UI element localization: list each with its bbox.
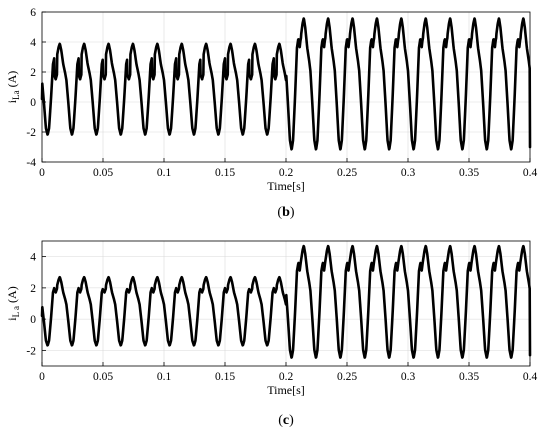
- x-tick-label: 0.2: [279, 371, 294, 383]
- caption-letter: c: [283, 413, 289, 428]
- x-tick-label: 0.25: [337, 371, 357, 383]
- x-tick-label: 0.4: [523, 371, 538, 383]
- x-tick-label: 0.3: [401, 167, 416, 179]
- y-tick-label: 0: [30, 314, 36, 326]
- y-tick-label: 2: [30, 283, 36, 295]
- current-trace: [40, 244, 532, 359]
- x-axis-label: Time[s]: [267, 179, 305, 193]
- y-axis-label-unit: (A): [5, 71, 19, 91]
- y-tick-label: -2: [26, 127, 36, 139]
- x-tick-label: 0.15: [215, 167, 235, 179]
- x-axis-label: Time[s]: [267, 383, 305, 397]
- x-tick-label: 0.15: [215, 371, 235, 383]
- x-tick-label: 0.4: [523, 167, 538, 179]
- x-tick-label: 0.3: [401, 371, 416, 383]
- x-tick-label: 0.1: [157, 371, 172, 383]
- x-tick-label: 0: [39, 371, 45, 383]
- panel-caption: (b): [277, 205, 294, 220]
- caption-open: (: [277, 205, 282, 220]
- y-tick-label: -2: [26, 345, 36, 357]
- y-axis-label: iL a (A): [5, 286, 21, 320]
- y-tick-label: 4: [30, 37, 36, 49]
- y-tick-label: -4: [26, 157, 36, 169]
- x-tick-label: 0.25: [337, 167, 357, 179]
- y-axis-label: iLa (A): [5, 71, 21, 104]
- caption-open: (: [278, 413, 283, 428]
- y-axis-label-main: i: [5, 99, 19, 103]
- y-axis-label-main: i: [5, 317, 19, 321]
- x-tick-label: 0.05: [93, 371, 113, 383]
- caption-close: ): [289, 413, 294, 428]
- x-tick-label: 0.05: [93, 167, 113, 179]
- y-axis-label-subscript: La: [11, 90, 21, 100]
- y-axis-label-unit: (A): [5, 286, 19, 306]
- x-tick-label: 0.35: [459, 167, 479, 179]
- chart-b: 0 0.05 0.1 0.15 0.2 0.25 0.3 0.35 0.4 -4 -2 0 2 4 6 Tim…: [5, 7, 537, 220]
- panel-caption: (c): [278, 413, 294, 428]
- chart-c: 0 0.05 0.1 0.15 0.2 0.25 0.3 0.35 0.4 -2 0 2 4 Time[s…: [5, 240, 538, 428]
- x-tick-label: 0: [39, 167, 45, 179]
- caption-close: ): [290, 205, 295, 220]
- x-tick-label: 0.1: [157, 167, 172, 179]
- y-tick-label: 4: [30, 252, 36, 264]
- y-tick-label: 2: [30, 67, 36, 79]
- y-tick-label: 0: [30, 97, 36, 109]
- y-axis-label-subscript: L a: [11, 306, 21, 317]
- y-tick-label: 6: [30, 7, 36, 19]
- x-tick-label: 0.2: [279, 167, 294, 179]
- current-trace: [40, 17, 532, 151]
- x-tick-label: 0.35: [459, 371, 479, 383]
- caption-letter: b: [282, 205, 290, 220]
